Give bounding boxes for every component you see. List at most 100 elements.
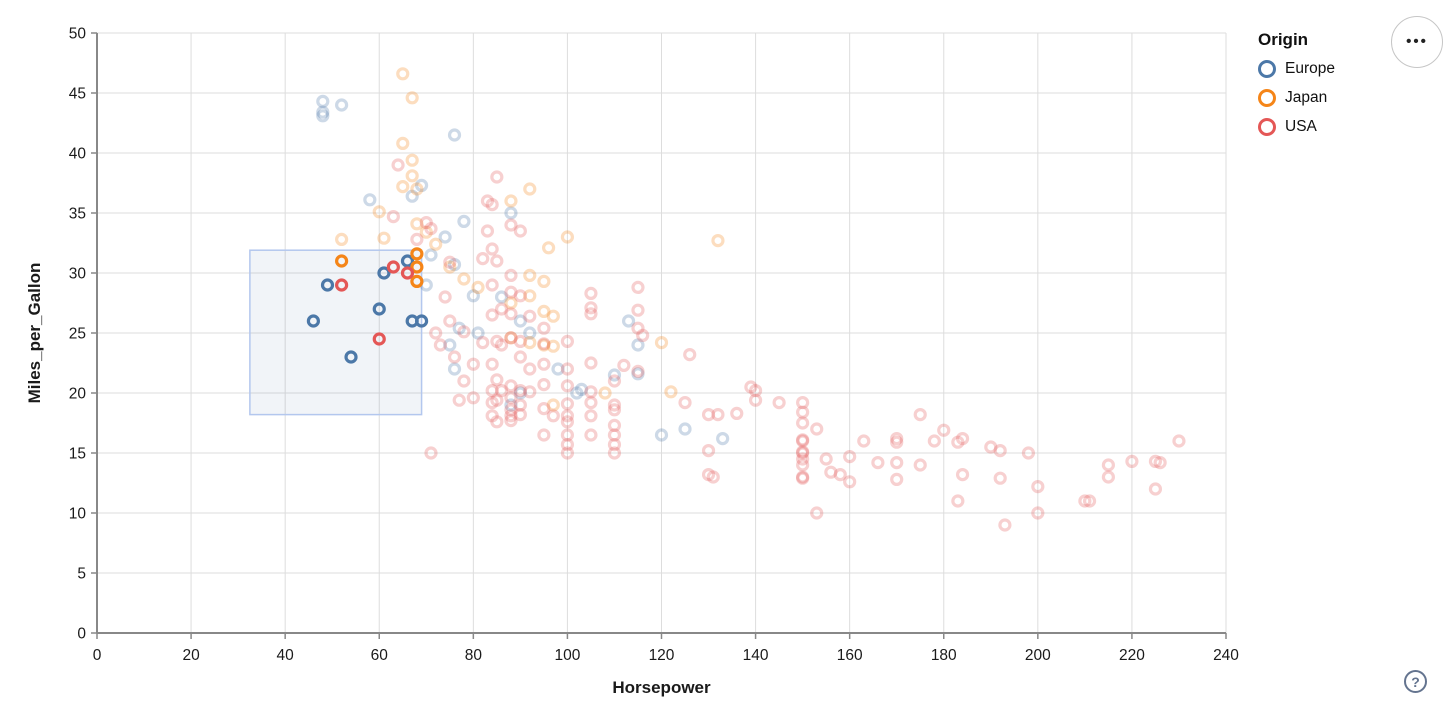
legend-item-usa: USA [1258, 118, 1388, 136]
data-point [560, 409, 575, 423]
data-point [457, 374, 471, 388]
data-point [396, 67, 410, 81]
data-point [504, 331, 518, 345]
data-point [396, 136, 410, 150]
menu-button[interactable]: ••• [1391, 16, 1443, 68]
help-button[interactable]: ? [1404, 670, 1427, 693]
data-point [664, 385, 678, 399]
data-point [607, 446, 622, 460]
data-point [984, 440, 998, 454]
data-point [1172, 434, 1186, 448]
data-point [513, 350, 527, 364]
data-point [913, 408, 927, 422]
data-point [584, 396, 598, 410]
legend: Origin Europe Japan USA [1258, 30, 1388, 147]
data-point [513, 289, 527, 303]
data-point-selected [344, 350, 358, 364]
data-point [796, 434, 810, 448]
x-tick-label: 60 [371, 647, 389, 664]
data-point [410, 182, 424, 196]
data-point [504, 331, 518, 345]
data-point [513, 314, 527, 328]
data-point [927, 434, 941, 448]
x-tick-label: 0 [93, 647, 102, 664]
data-point [546, 309, 560, 323]
data-point [546, 398, 560, 412]
data-point [537, 428, 551, 442]
data-point [857, 434, 871, 448]
data-point [537, 338, 551, 352]
data-point [584, 307, 598, 321]
data-point [513, 334, 527, 348]
data-point [678, 422, 692, 436]
data-point [560, 415, 575, 429]
data-point [537, 274, 551, 288]
data-point [621, 314, 636, 328]
data-point [796, 470, 810, 484]
data-point [541, 241, 556, 255]
data-point [810, 506, 824, 520]
data-point [490, 393, 504, 407]
data-point [513, 384, 527, 398]
data-point [744, 380, 758, 394]
data-point [631, 367, 645, 381]
data-point [833, 468, 847, 482]
data-point [386, 210, 400, 224]
legend-item-japan: Japan [1258, 89, 1388, 107]
data-point [631, 280, 645, 294]
x-tick-label: 140 [743, 647, 769, 664]
data-point [433, 338, 448, 352]
ellipsis-icon: ••• [1406, 32, 1428, 50]
data-point [701, 444, 716, 458]
x-tick-label: 80 [465, 647, 483, 664]
data-point [424, 446, 438, 460]
y-tick-label: 50 [69, 26, 87, 43]
data-point [443, 338, 457, 352]
data-point [796, 396, 810, 410]
legend-label: Japan [1285, 89, 1328, 106]
data-point-selected [377, 266, 391, 280]
data-point [711, 408, 725, 422]
data-point-selected [414, 314, 429, 328]
data-point [523, 268, 537, 282]
data-point [843, 475, 857, 489]
data-point [748, 393, 763, 407]
data-point [485, 308, 499, 322]
data-point [494, 384, 509, 398]
data-point [494, 290, 509, 304]
data-point [1148, 482, 1163, 496]
data-point [1021, 446, 1036, 460]
data-point [377, 231, 391, 245]
data-point [466, 289, 480, 303]
data-point [607, 418, 622, 432]
x-tick-label: 40 [277, 647, 295, 664]
data-point [480, 194, 495, 208]
data-point [424, 222, 438, 236]
data-point [1153, 456, 1167, 470]
y-tick-label: 20 [69, 386, 87, 403]
data-point [890, 435, 904, 449]
data-point [316, 105, 330, 119]
data-point [890, 456, 904, 470]
data-point [480, 224, 495, 238]
data-point [443, 255, 457, 269]
data-point [523, 289, 537, 303]
data-point [955, 468, 970, 482]
data-point [560, 379, 575, 393]
data-point [457, 214, 471, 228]
data-point [414, 178, 429, 192]
data-point [819, 452, 833, 466]
data-point [438, 230, 452, 244]
data-point [429, 326, 443, 340]
legend-title: Origin [1258, 30, 1309, 49]
question-icon: ? [1411, 673, 1420, 690]
data-point [537, 304, 551, 318]
brush-selection[interactable] [249, 249, 423, 416]
x-tick-label: 180 [931, 647, 957, 664]
data-point [560, 446, 575, 460]
data-point [457, 272, 471, 286]
data-point [1101, 458, 1115, 472]
data-point [537, 357, 551, 371]
data-point [490, 254, 504, 268]
